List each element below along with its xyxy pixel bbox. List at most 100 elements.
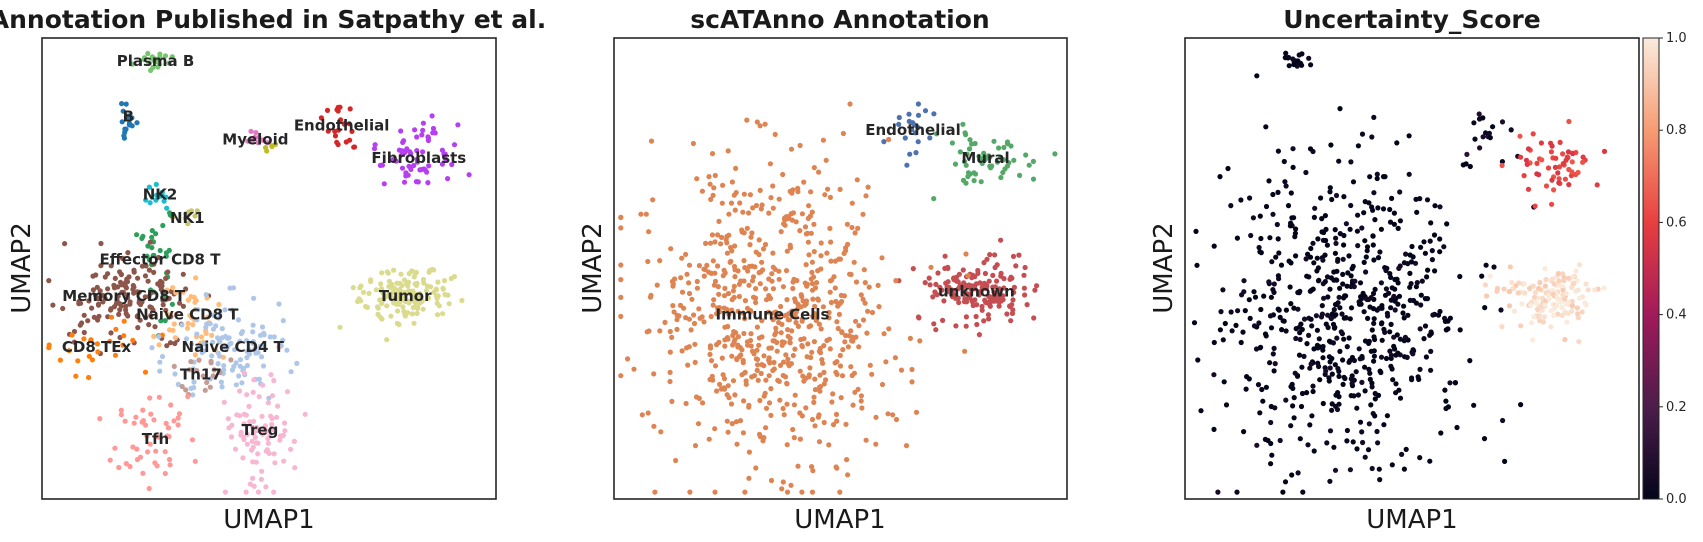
colorbar-ticks: 0.00.20.40.60.81.0 xyxy=(1659,31,1687,507)
scatter-point xyxy=(1217,327,1223,333)
scatter-point xyxy=(1320,355,1326,361)
scatter-point xyxy=(773,329,779,335)
scatter-point xyxy=(1355,243,1361,249)
scatter-point xyxy=(250,329,256,335)
scatter-point xyxy=(1393,381,1399,387)
scatter-point xyxy=(1409,375,1415,381)
scatter-point xyxy=(979,160,985,166)
scatter-point xyxy=(1267,313,1274,319)
colorbar-tick-label: 1.0 xyxy=(1666,31,1687,46)
scatter-point xyxy=(1337,348,1343,354)
scatter-point xyxy=(1369,465,1375,472)
scatter-point xyxy=(1371,358,1377,364)
scatter-point xyxy=(994,278,1000,284)
scatter-point xyxy=(647,294,654,300)
scatter-point xyxy=(396,287,402,293)
scatter-point xyxy=(431,267,437,273)
scatter-point xyxy=(168,402,174,408)
scatter-point xyxy=(177,300,183,306)
scatter-point xyxy=(139,235,145,241)
scatter-point xyxy=(969,299,976,305)
scatter-point xyxy=(411,274,417,280)
scatter-point xyxy=(1024,302,1030,308)
scatter-point xyxy=(1389,462,1395,468)
scatter-point xyxy=(825,186,831,192)
scatter-point xyxy=(730,332,736,339)
scatter-point xyxy=(123,101,129,107)
scatter-point xyxy=(818,253,824,259)
scatter-point xyxy=(194,331,200,337)
scatter-point xyxy=(107,338,113,344)
scatter-point xyxy=(770,205,776,211)
scatter-point xyxy=(1321,229,1327,236)
scatter-point xyxy=(1276,250,1282,256)
scatter-point xyxy=(691,320,698,327)
scatter-point xyxy=(823,157,829,163)
scatter-point xyxy=(1327,365,1333,371)
scatter-point xyxy=(211,367,217,373)
scatter-point xyxy=(784,401,790,407)
scatter-point xyxy=(1543,183,1550,189)
scatter-point xyxy=(852,230,858,236)
scatter-point xyxy=(148,411,154,417)
scatter-point xyxy=(1371,257,1377,263)
scatter-point xyxy=(781,216,788,222)
scatter-point xyxy=(808,230,814,236)
scatter-point xyxy=(762,241,769,248)
scatter-point xyxy=(673,457,679,464)
scatter-point xyxy=(147,441,153,447)
scatter-point xyxy=(153,181,159,187)
scatter-point xyxy=(95,302,102,308)
scatter-point xyxy=(241,421,247,427)
scatter-point xyxy=(1538,140,1544,146)
scatter-point xyxy=(1530,131,1536,137)
scatter-point xyxy=(763,405,770,411)
scatter-point xyxy=(1476,111,1482,117)
scatter-point xyxy=(1308,287,1314,293)
scatter-point xyxy=(879,381,886,388)
scatter-point xyxy=(419,132,425,138)
scatter-point xyxy=(834,371,840,377)
scatter-point xyxy=(1341,194,1347,200)
scatter-point xyxy=(219,335,225,341)
scatter-point xyxy=(249,438,255,444)
scatter-point xyxy=(730,378,737,384)
cluster-label: unknown xyxy=(938,283,1015,301)
scatter-point xyxy=(787,188,793,194)
cluster-label: B xyxy=(123,107,134,125)
scatter-point xyxy=(420,120,426,126)
scatter-point xyxy=(1424,197,1431,203)
scatter-point xyxy=(182,215,188,221)
scatter-point xyxy=(162,449,168,455)
scatter-point xyxy=(1569,298,1575,304)
scatter-point xyxy=(141,55,148,61)
scatter-point xyxy=(809,269,815,275)
scatter-point xyxy=(149,228,155,234)
scatter-point xyxy=(237,357,244,363)
scatter-point xyxy=(1365,315,1371,321)
scatter-point xyxy=(423,288,429,294)
scatter-point xyxy=(157,359,163,365)
scatter-point xyxy=(979,307,985,313)
scatter-point xyxy=(1539,157,1545,163)
scatter-point xyxy=(425,134,431,140)
scatter-point xyxy=(651,423,657,429)
scatter-point xyxy=(150,307,156,313)
scatter-point xyxy=(804,354,810,360)
scatter-point xyxy=(754,367,760,373)
scatter-point xyxy=(811,165,817,171)
scatter-point xyxy=(1387,271,1393,277)
scatter-point xyxy=(1287,223,1293,229)
scatter-point xyxy=(207,321,213,327)
scatter-point xyxy=(1228,309,1234,315)
scatter-point xyxy=(209,332,215,338)
scatter-point xyxy=(154,463,160,469)
scatter-point xyxy=(1444,221,1450,227)
scatter-point xyxy=(163,250,169,256)
scatter-point xyxy=(1257,213,1263,219)
scatter-point xyxy=(718,386,725,392)
scatter-point xyxy=(135,275,141,281)
scatter-point xyxy=(360,289,367,295)
scatter-point xyxy=(1234,489,1240,495)
scatter-point xyxy=(795,189,801,195)
